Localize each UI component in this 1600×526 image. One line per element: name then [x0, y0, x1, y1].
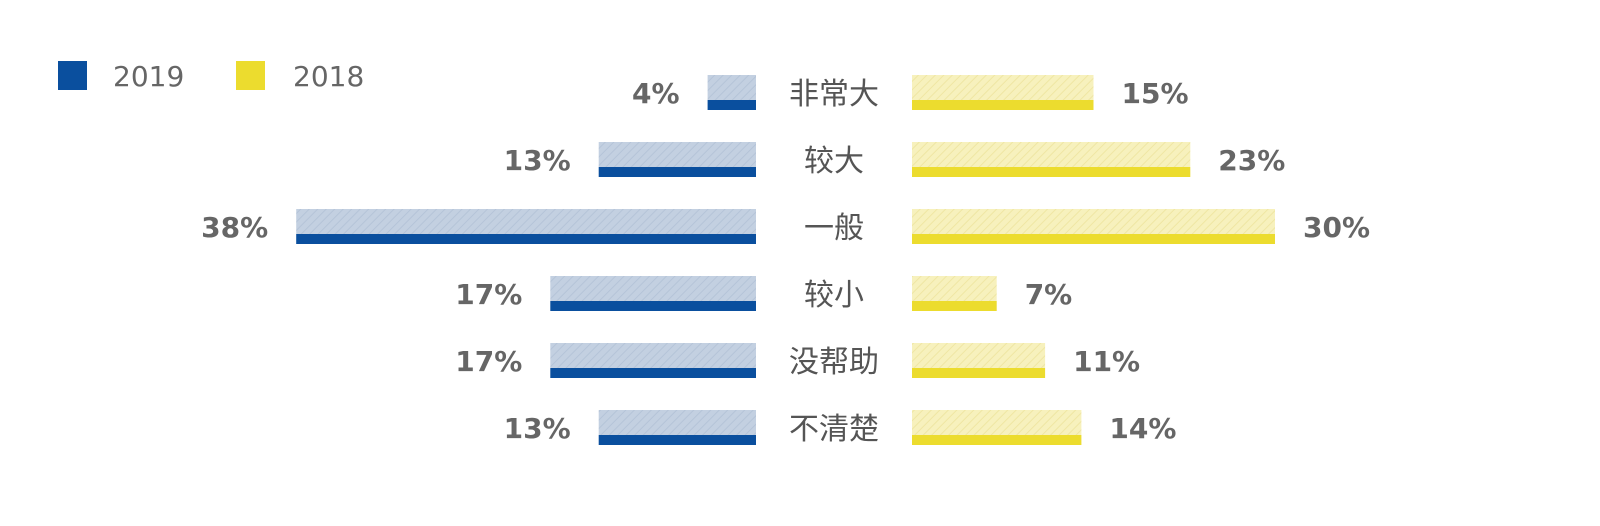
bar-2019	[296, 234, 756, 244]
bar-row: 13% 较大 23%	[504, 142, 1285, 179]
value-label-2018: 11%	[1073, 345, 1140, 378]
category-label: 较大	[804, 144, 864, 179]
value-label-2019: 4%	[632, 77, 680, 110]
legend-item-2018: 2018	[236, 60, 364, 93]
value-label-2019: 13%	[504, 412, 571, 445]
bar-2019-light	[598, 142, 756, 167]
legend-swatch-2019	[58, 61, 87, 90]
category-label: 不清楚	[789, 412, 879, 447]
bar-2019	[707, 100, 756, 110]
bar-2019-light	[296, 209, 756, 234]
value-label-2018: 7%	[1025, 278, 1073, 311]
bar-2019-light	[550, 343, 756, 368]
bar-2019-light	[707, 75, 756, 100]
legend: 2019 2018	[58, 60, 364, 93]
bar-row: 17% 较小 7%	[455, 276, 1072, 313]
value-label-2018: 14%	[1109, 412, 1176, 445]
legend-item-2019: 2019	[58, 60, 184, 93]
category-label: 一般	[804, 211, 864, 246]
value-label-2019: 13%	[504, 144, 571, 177]
bar-2018	[912, 435, 1082, 445]
bar-2018	[912, 100, 1094, 110]
value-label-2019: 17%	[455, 278, 522, 311]
bar-row: 17% 没帮助 11%	[455, 343, 1140, 380]
legend-label-2018: 2018	[293, 60, 364, 93]
value-label-2019: 17%	[455, 345, 522, 378]
value-label-2018: 23%	[1218, 144, 1285, 177]
legend-label-2019: 2019	[113, 60, 184, 93]
bar-2018	[912, 167, 1191, 177]
bar-2019	[598, 435, 756, 445]
bar-2019	[550, 301, 756, 311]
value-label-2019: 38%	[201, 211, 268, 244]
value-label-2018: 15%	[1122, 77, 1189, 110]
bar-2019-light	[598, 410, 756, 435]
bar-row: 38% 一般 30%	[201, 209, 1370, 246]
bar-2019-light	[550, 276, 756, 301]
bar-2018-light	[912, 276, 997, 301]
bar-2018-light	[912, 343, 1046, 368]
bar-2018-light	[912, 410, 1082, 435]
bar-2018-light	[912, 209, 1275, 234]
category-label: 没帮助	[789, 345, 879, 380]
bar-2018-light	[912, 75, 1094, 100]
category-label: 非常大	[789, 77, 879, 112]
legend-swatch-2018	[236, 61, 265, 90]
bar-2018	[912, 234, 1275, 244]
bar-2018	[912, 301, 997, 311]
bar-2019	[550, 368, 756, 378]
bar-row: 13% 不清楚 14%	[504, 410, 1176, 447]
bar-2018	[912, 368, 1046, 378]
category-label: 较小	[804, 278, 864, 313]
bar-2018-light	[912, 142, 1191, 167]
value-label-2018: 30%	[1303, 211, 1370, 244]
bar-2019	[598, 167, 756, 177]
plot-area: 4% 非常大 15% 13% 较大 23% 38% 一般 30% 17% 较小 7% 17% 没帮助 11%…	[201, 75, 1370, 447]
bar-row: 4% 非常大 15%	[632, 75, 1189, 112]
